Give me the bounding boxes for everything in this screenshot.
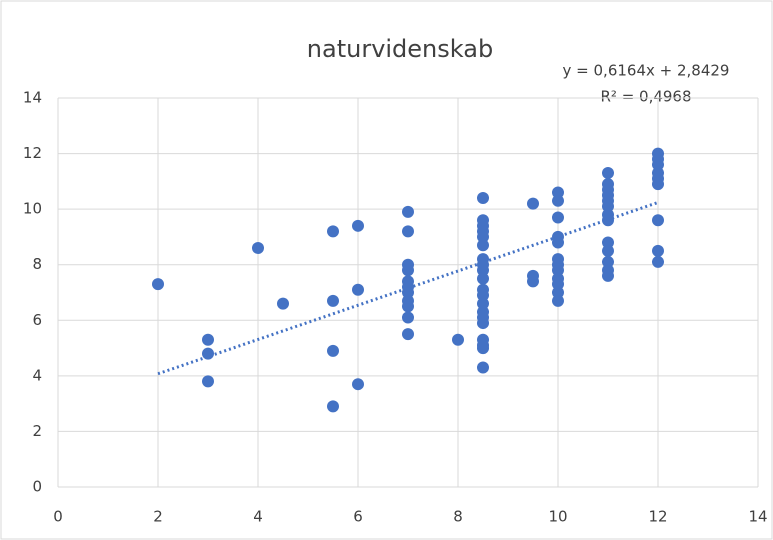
x-tick-label: 12 (648, 508, 667, 526)
point (402, 328, 414, 341)
x-tick-label: 6 (353, 508, 363, 526)
point (552, 264, 564, 277)
point (552, 278, 564, 291)
point (477, 361, 489, 374)
point (652, 255, 664, 268)
point (602, 236, 614, 249)
trendline-r2: R² = 0,4968 (600, 88, 691, 106)
point (402, 264, 414, 277)
x-tick-label: 0 (53, 508, 63, 526)
point (352, 283, 364, 296)
point (477, 289, 489, 302)
point (652, 178, 664, 191)
point (202, 347, 214, 360)
point (477, 192, 489, 205)
x-tick-label: 2 (153, 508, 163, 526)
point (327, 344, 339, 357)
point (402, 225, 414, 238)
point (652, 214, 664, 227)
point (452, 333, 464, 346)
point (402, 205, 414, 218)
point (477, 230, 489, 243)
point (352, 219, 364, 232)
point (402, 311, 414, 324)
point (552, 236, 564, 249)
point (602, 269, 614, 282)
x-tick-label: 4 (253, 508, 263, 526)
y-tick-label: 4 (32, 366, 42, 384)
point (602, 167, 614, 180)
y-tick-label: 14 (23, 89, 42, 107)
point (252, 242, 264, 255)
point (602, 244, 614, 257)
point (202, 375, 214, 388)
point (152, 278, 164, 291)
point (477, 297, 489, 310)
point (552, 294, 564, 307)
point (277, 297, 289, 310)
point (527, 197, 539, 210)
point (477, 342, 489, 355)
point (327, 225, 339, 238)
chart-title: naturvidenskab (307, 35, 493, 63)
y-tick-label: 0 (32, 478, 42, 496)
point (477, 239, 489, 252)
trendline-equation: y = 0,6164x + 2,8429 (563, 62, 730, 80)
point (402, 300, 414, 313)
point (202, 333, 214, 346)
point (477, 272, 489, 285)
x-tick-label: 14 (748, 508, 767, 526)
y-tick-label: 6 (32, 311, 42, 329)
point (327, 400, 339, 413)
y-tick-label: 8 (32, 255, 42, 273)
point (652, 158, 664, 171)
point (477, 317, 489, 330)
point (602, 200, 614, 213)
point (477, 264, 489, 277)
point (527, 275, 539, 288)
point (652, 244, 664, 257)
point (602, 255, 614, 268)
point (552, 286, 564, 299)
point (552, 186, 564, 199)
x-tick-label: 10 (548, 508, 567, 526)
y-tick-label: 2 (32, 422, 42, 440)
y-tick-label: 10 (23, 200, 42, 218)
y-tick-label: 12 (23, 144, 42, 162)
point (352, 378, 364, 391)
trendline (157, 201, 659, 376)
point (327, 294, 339, 307)
x-tick-label: 8 (453, 508, 463, 526)
point (552, 211, 564, 224)
point (552, 194, 564, 207)
